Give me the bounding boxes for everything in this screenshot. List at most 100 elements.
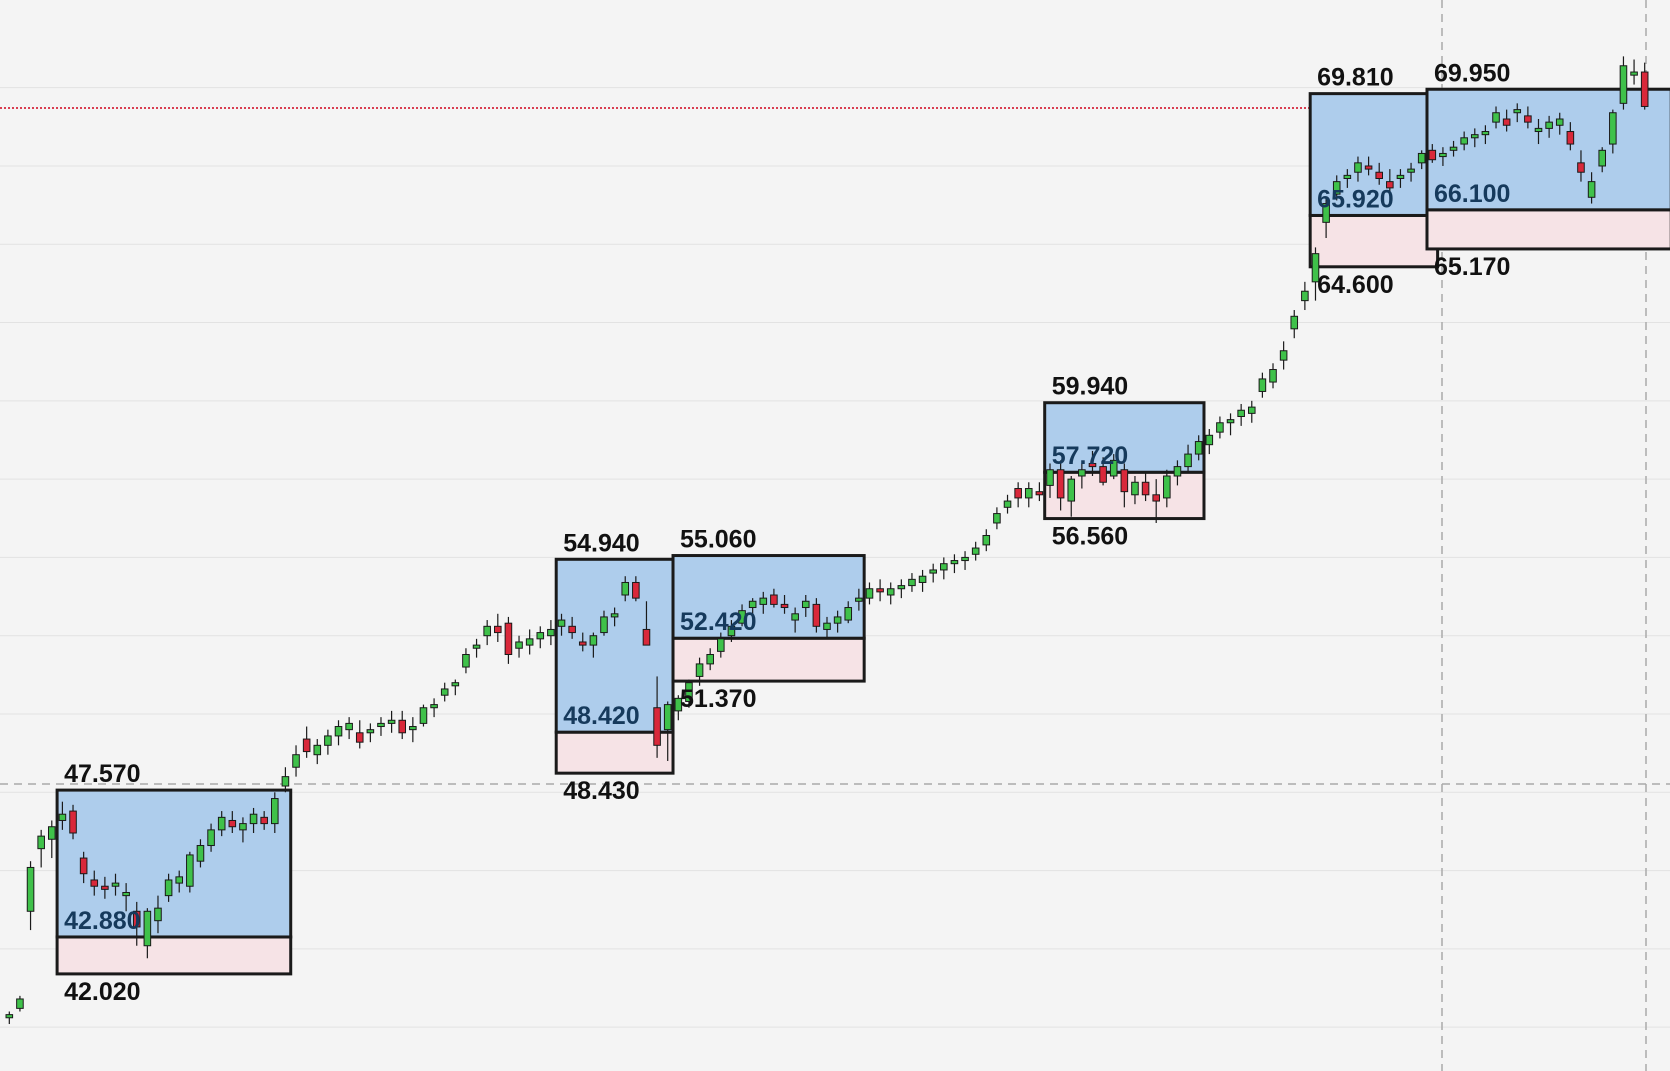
candle-body: [1067, 478, 1076, 502]
candle-body: [1301, 290, 1309, 302]
candle-body: [950, 560, 959, 565]
zone-low-label: 42.020: [64, 978, 140, 1006]
candle-body: [16, 998, 24, 1009]
candle-body: [1078, 469, 1086, 477]
candle-body: [398, 719, 407, 734]
candle-body: [663, 704, 672, 731]
candle-body: [1417, 152, 1426, 164]
zone-high-label: 69.810: [1317, 64, 1393, 92]
candle: [770, 588, 778, 608]
candle: [1460, 131, 1468, 151]
candle: [1619, 56, 1628, 110]
candle-body: [387, 719, 396, 724]
candle: [1109, 454, 1118, 480]
candle: [1258, 372, 1267, 398]
candle: [122, 883, 130, 912]
candle: [801, 595, 810, 617]
candle-body: [1290, 315, 1299, 330]
candle-body: [801, 600, 810, 609]
candle: [271, 792, 279, 833]
candle: [154, 895, 162, 934]
candle: [748, 598, 757, 617]
candle: [90, 870, 99, 896]
candle-body: [164, 879, 173, 897]
candle-body: [292, 754, 300, 768]
candle-body: [377, 722, 385, 728]
candle-body: [1205, 434, 1214, 446]
candle-body: [1640, 71, 1649, 107]
candle-body: [695, 663, 704, 677]
candle: [982, 529, 991, 552]
candle-body: [1194, 441, 1203, 455]
candle: [738, 604, 746, 627]
candle-body: [228, 819, 237, 828]
candle-body: [1173, 466, 1182, 477]
zone-3: [671, 554, 866, 683]
candle: [494, 613, 502, 642]
candle-body: [897, 585, 906, 590]
candle-body: [1035, 491, 1044, 496]
candle: [419, 704, 428, 727]
candle-body: [1587, 181, 1596, 198]
candle-body: [1109, 459, 1118, 477]
candle: [58, 801, 67, 830]
candle-body: [982, 535, 991, 546]
candle: [844, 601, 853, 624]
zone-upper-band: [671, 554, 866, 640]
candle-body: [1460, 137, 1468, 145]
candle-body: [759, 597, 768, 605]
candle-body: [79, 857, 88, 875]
candle-body: [1364, 165, 1373, 170]
candle: [812, 598, 821, 633]
zone-mid-label: 52.420: [680, 608, 756, 636]
candle: [1131, 476, 1139, 505]
candle: [1587, 172, 1596, 204]
candle-body: [186, 854, 194, 887]
candle: [207, 823, 215, 852]
candle: [1566, 122, 1575, 151]
candle-body: [1056, 469, 1065, 499]
zone-high-label: 59.940: [1052, 373, 1128, 401]
candle-body: [1428, 149, 1437, 161]
candle-body: [780, 603, 789, 609]
candle-body: [855, 597, 863, 602]
candle: [578, 632, 587, 652]
candle: [260, 811, 268, 830]
candle: [600, 610, 608, 636]
candle-body: [271, 798, 279, 825]
candle: [1014, 482, 1022, 508]
candle: [568, 616, 576, 639]
candle: [1428, 144, 1437, 163]
candle-body: [1099, 466, 1107, 483]
candle: [557, 613, 566, 636]
candle: [1332, 175, 1341, 201]
candle: [1290, 310, 1299, 339]
candle: [717, 632, 725, 658]
candle: [525, 629, 534, 655]
candle-body: [515, 641, 523, 649]
candle: [961, 551, 969, 570]
candle: [1524, 106, 1532, 129]
candle-body: [1545, 121, 1553, 129]
zone-low-label: 64.600: [1317, 271, 1393, 299]
candle: [1099, 457, 1107, 486]
candle: [1545, 115, 1553, 138]
candle-body: [366, 729, 375, 734]
candle-body: [419, 707, 428, 724]
candle-body: [1598, 149, 1607, 167]
zone-6: [1425, 87, 1670, 251]
candle-body: [547, 628, 555, 637]
candle-body: [334, 726, 343, 737]
candle: [239, 817, 247, 843]
candle-body: [1481, 131, 1490, 136]
candle-body: [26, 866, 35, 912]
candle: [1120, 463, 1129, 508]
candle-body: [122, 892, 130, 897]
candle-body: [844, 607, 853, 621]
candle: [1555, 112, 1564, 135]
candle: [37, 829, 45, 868]
candle-body: [504, 622, 513, 655]
candle-body: [557, 619, 566, 627]
candle-body: [260, 816, 268, 825]
candle: [1141, 472, 1150, 502]
